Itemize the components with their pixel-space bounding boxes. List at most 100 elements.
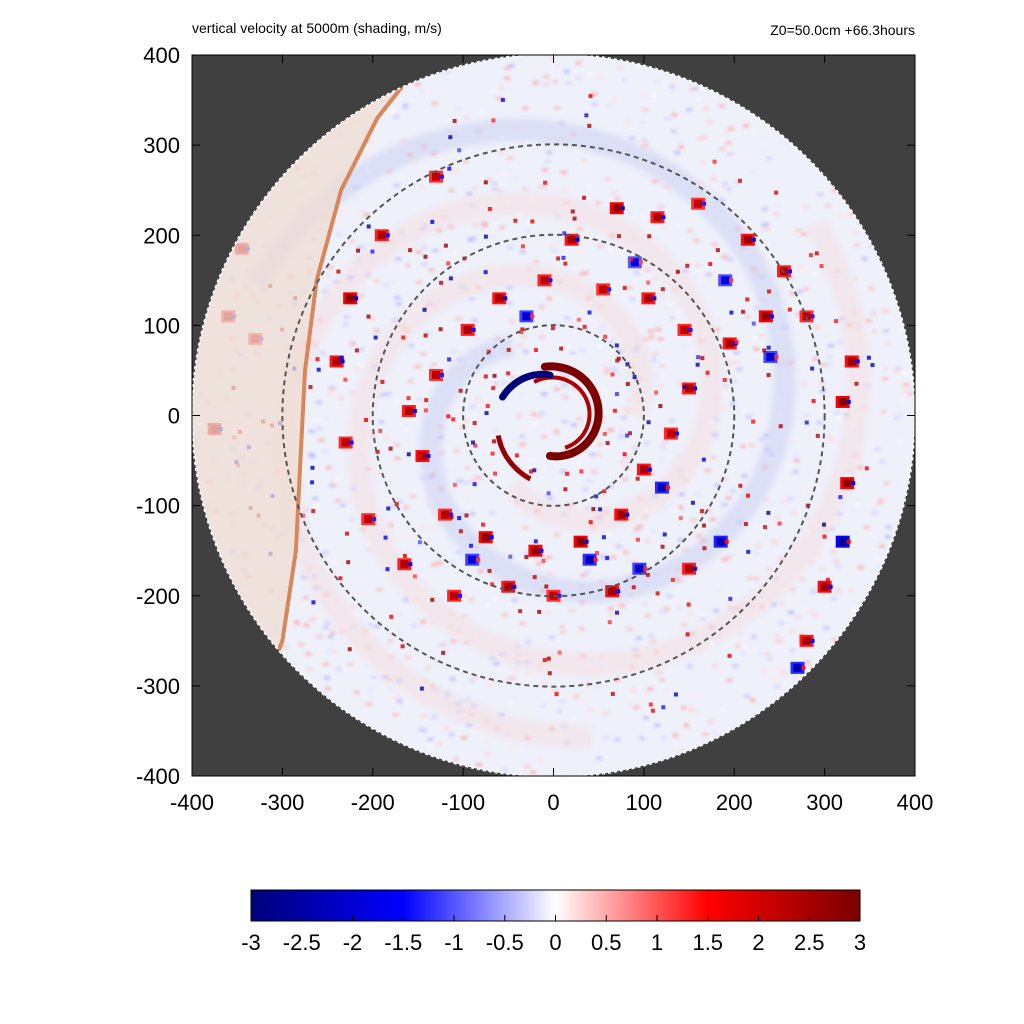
speckle	[504, 65, 511, 70]
speckle	[549, 243, 556, 248]
speckle	[585, 506, 592, 511]
small-cell	[612, 408, 617, 413]
speckle	[519, 442, 526, 447]
speckle	[749, 698, 756, 703]
speckle	[366, 547, 373, 552]
speckle	[658, 208, 665, 213]
speckle	[669, 298, 676, 303]
speckle	[748, 443, 755, 448]
speckle	[650, 638, 657, 643]
speckle	[419, 185, 426, 190]
small-cell	[696, 355, 701, 360]
speckle	[489, 235, 496, 240]
speckle	[597, 75, 604, 80]
speckle	[553, 387, 560, 392]
speckle	[848, 212, 855, 217]
speckle	[350, 605, 357, 610]
speckle	[467, 237, 474, 242]
speckle	[436, 561, 443, 566]
small-cell	[533, 539, 538, 544]
speckle	[481, 221, 488, 226]
small-cell	[601, 535, 606, 540]
speckle	[593, 683, 600, 688]
speckle	[652, 179, 659, 184]
speckle	[725, 140, 732, 145]
small-cell	[763, 525, 768, 530]
convective-cell	[653, 213, 662, 222]
speckle	[541, 434, 548, 439]
speckle	[643, 145, 650, 150]
small-cell	[380, 379, 385, 384]
speckle	[663, 689, 670, 694]
small-cell	[622, 285, 627, 290]
speckle	[761, 669, 768, 674]
speckle	[389, 109, 396, 114]
small-cell	[541, 558, 546, 563]
small-cell	[446, 261, 451, 266]
speckle	[721, 255, 728, 260]
speckle	[596, 755, 603, 760]
small-cell	[556, 256, 561, 261]
speckle	[593, 322, 600, 327]
speckle	[614, 737, 621, 742]
speckle	[403, 505, 410, 510]
small-cell	[811, 398, 816, 403]
speckle	[520, 334, 527, 339]
speckle	[339, 206, 346, 211]
speckle	[671, 112, 678, 117]
speckle	[455, 549, 462, 554]
speckle	[773, 211, 780, 216]
small-cell	[614, 392, 619, 397]
speckle	[819, 362, 826, 367]
small-cell	[682, 384, 687, 389]
speckle	[343, 314, 350, 319]
convective-cell	[576, 537, 585, 546]
speckle	[300, 575, 307, 580]
speckle	[631, 560, 638, 565]
speckle	[456, 479, 463, 484]
colorbar-tick-label: 3	[854, 930, 866, 955]
speckle	[637, 524, 644, 529]
speckle	[750, 634, 757, 639]
speckle	[324, 506, 331, 511]
speckle	[690, 518, 697, 523]
speckle	[451, 552, 458, 557]
speckle	[662, 439, 669, 444]
convective-cell	[666, 429, 675, 438]
small-cell	[557, 650, 562, 655]
convective-cell-pair	[340, 359, 345, 364]
colorbar: -3 -2.5 -2 -1.5 -1 -0.5 0 0.5 1 1.5 2 2.5 3	[241, 889, 866, 955]
small-cell	[378, 428, 383, 433]
speckle	[478, 109, 485, 114]
small-cell	[728, 596, 733, 601]
speckle	[578, 161, 585, 166]
speckle	[609, 339, 616, 344]
speckle	[594, 452, 601, 457]
speckle	[597, 344, 604, 349]
y-tick-label: 400	[143, 43, 180, 68]
speckle	[352, 196, 359, 201]
speckle	[626, 210, 633, 215]
speckle	[661, 505, 668, 510]
small-cell	[722, 377, 727, 382]
speckle	[544, 159, 551, 164]
speckle	[599, 416, 606, 421]
speckle	[373, 328, 380, 333]
speckle	[469, 678, 476, 683]
small-cell	[546, 656, 551, 661]
speckle	[514, 591, 521, 596]
speckle	[632, 556, 639, 561]
speckle	[778, 621, 785, 626]
speckle	[466, 191, 473, 196]
speckle	[741, 409, 748, 414]
speckle	[642, 601, 649, 606]
speckle	[873, 555, 880, 560]
convective-cell-pair	[702, 201, 707, 206]
speckle	[668, 301, 675, 306]
speckle	[725, 496, 732, 501]
speckle	[687, 610, 694, 615]
speckle	[385, 642, 392, 647]
speckle	[801, 232, 808, 237]
speckle	[579, 348, 586, 353]
speckle	[660, 737, 667, 742]
